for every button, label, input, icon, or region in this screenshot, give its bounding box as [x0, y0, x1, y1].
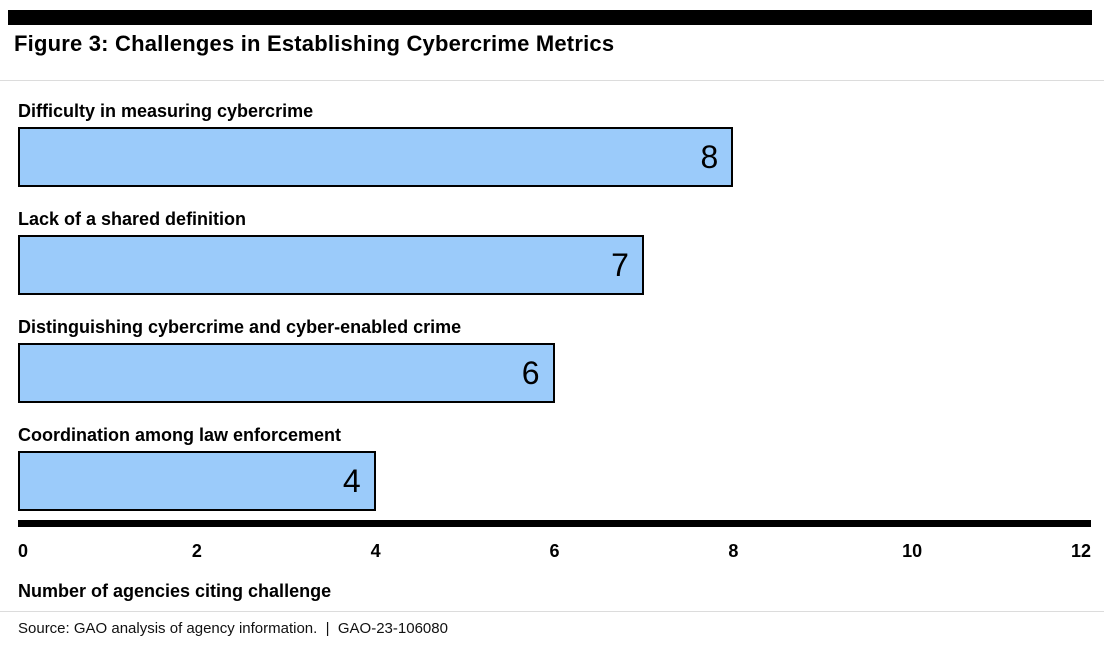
bar: 4	[18, 451, 376, 511]
bar: 6	[18, 343, 555, 403]
x-axis-ticks: 0 2 4 6 8 10 12	[18, 541, 1091, 563]
x-tick-label: 4	[370, 541, 381, 561]
bar-category-label: Coordination among law enforcement	[18, 425, 342, 445]
footer-divider	[0, 611, 1104, 612]
bar-value-label: 7	[611, 247, 629, 283]
bar-row: Distinguishing cybercrime and cyber-enab…	[18, 316, 1091, 403]
bar-category-label: Difficulty in measuring cybercrime	[18, 101, 314, 121]
source-note: Source: GAO analysis of agency informati…	[18, 620, 448, 637]
x-tick-label: 2	[191, 541, 202, 561]
title-divider	[0, 80, 1104, 81]
bar-value-label: 8	[700, 139, 719, 175]
x-tick-label: 0	[18, 541, 29, 561]
bar: 8	[18, 127, 734, 187]
x-tick-label: 6	[549, 541, 560, 561]
bar-category-label: Distinguishing cybercrime and cyber-enab…	[18, 317, 462, 337]
x-axis-line	[18, 520, 1091, 527]
bar-row: Difficulty in measuring cybercrime 8	[18, 100, 1091, 187]
bar-value-label: 4	[342, 463, 361, 499]
x-axis-title: Number of agencies citing challenge	[18, 581, 332, 601]
x-tick-label: 12	[1070, 541, 1091, 561]
bar-row: Coordination among law enforcement 4	[18, 424, 1091, 511]
bar: 7	[18, 235, 644, 295]
figure-title: Figure 3: Challenges in Establishing Cyb…	[14, 31, 615, 56]
bar-category-label: Lack of a shared definition	[18, 209, 247, 229]
bar-value-label: 6	[521, 355, 540, 391]
x-tick-label: 10	[902, 541, 923, 561]
top-black-band	[8, 10, 1092, 25]
bar-row: Lack of a shared definition 7	[18, 208, 1091, 295]
x-tick-label: 8	[728, 541, 739, 561]
